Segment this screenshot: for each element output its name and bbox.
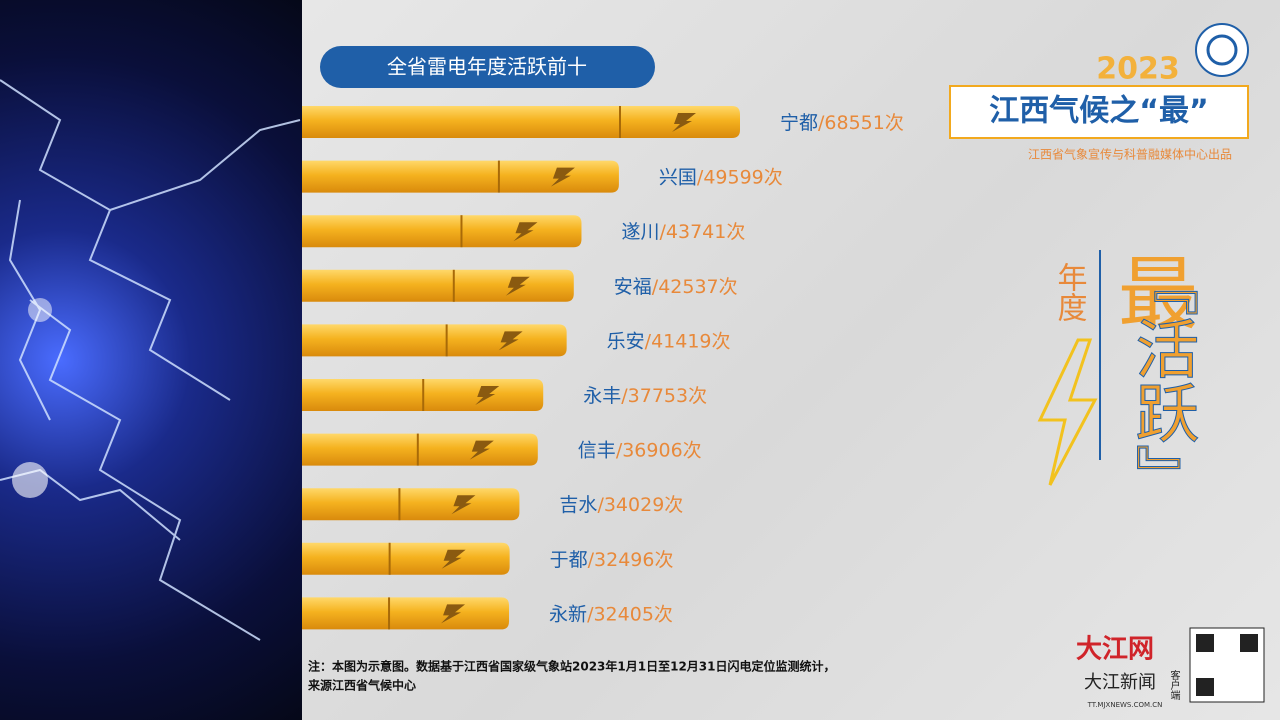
- bar-label: 乐安/41419次: [607, 330, 731, 352]
- label-separator: /: [597, 494, 604, 516]
- value-label: 42537次: [658, 275, 737, 297]
- bar: [302, 433, 538, 466]
- bar-bolt: [672, 113, 696, 132]
- bar-bolt: [441, 604, 466, 624]
- bar-label: 宁都/68551次: [780, 112, 904, 134]
- label-separator: /: [818, 112, 825, 134]
- bar-bolt: [441, 549, 466, 569]
- value-label: 37753次: [628, 385, 707, 407]
- bar-label: 于都/32496次: [550, 548, 674, 570]
- header-title: 江西气候之“最”: [989, 94, 1208, 129]
- label-separator: /: [652, 275, 659, 297]
- label-separator: /: [659, 221, 666, 243]
- bar: [302, 160, 619, 193]
- logo-swirl: [1206, 34, 1238, 66]
- qr-corner: [1196, 678, 1214, 696]
- side-active: 『活跃』: [1124, 252, 1198, 508]
- side-small: 年度: [1052, 262, 1087, 322]
- category-label: 安福: [614, 275, 652, 297]
- label-separator: /: [616, 439, 623, 461]
- year: 2023: [1096, 52, 1180, 87]
- note: 来源江西省气候中心: [307, 678, 416, 693]
- value-label: 41419次: [651, 330, 730, 352]
- value-label: 49599次: [703, 166, 782, 188]
- client: 客户端: [1168, 669, 1180, 701]
- category-label: 永新: [549, 603, 587, 625]
- bar-label: 兴国/49599次: [659, 166, 783, 188]
- bar-label: 安福/42537次: [614, 275, 738, 297]
- chart-title: 全省雷电年度活跃前十: [387, 55, 587, 79]
- category-label: 宁都: [780, 112, 818, 134]
- category-label: 乐安: [607, 330, 645, 352]
- value-label: 34029次: [604, 494, 683, 516]
- value-label: 32405次: [593, 603, 672, 625]
- bar: [302, 488, 520, 521]
- value-label: 32496次: [594, 548, 673, 570]
- category-label: 吉水: [559, 494, 597, 516]
- value-label: 68551次: [824, 112, 903, 134]
- bar-label: 吉水/34029次: [559, 494, 683, 516]
- bar-label: 遂川/43741次: [621, 221, 745, 243]
- label-separator: /: [645, 330, 652, 352]
- side-big: 最: [1118, 248, 1198, 341]
- url: TT.MJXNEWS.COM.CN: [1087, 701, 1163, 709]
- value-label: 36906次: [622, 439, 701, 461]
- bar: [302, 542, 510, 575]
- brand: 大江网: [1076, 635, 1154, 665]
- label-separator: /: [587, 603, 594, 625]
- bar-bolt: [505, 276, 530, 296]
- logo: [1195, 23, 1249, 77]
- lightning-panel: [0, 0, 302, 720]
- label-separator: /: [621, 385, 628, 407]
- title-box: [949, 85, 1249, 139]
- bar-bolt: [475, 386, 500, 405]
- category-label: 永丰: [583, 385, 621, 407]
- bar-label: 永新/32405次: [549, 603, 673, 625]
- bar: [302, 106, 740, 138]
- lightning-art: [0, 79, 301, 641]
- qr-corner: [1240, 634, 1258, 652]
- bar: [302, 269, 574, 302]
- bar-label: 永丰/37753次: [583, 385, 707, 407]
- producer: 江西省气象宣传与科普融媒体中心出品: [1028, 147, 1232, 162]
- bar-bolt: [498, 331, 523, 351]
- category-label: 信丰: [578, 439, 616, 461]
- bar: [302, 215, 582, 248]
- bar: [302, 324, 567, 357]
- title-pill: [320, 46, 655, 88]
- value-label: 43741次: [666, 221, 745, 243]
- note: 注：本图为示意图。数据基于江西省国家级气象站2023年1月1日至12月31日闪电…: [308, 659, 836, 674]
- bar-bolt: [469, 440, 494, 460]
- bar-bolt: [513, 222, 538, 242]
- bar-bolt: [451, 495, 476, 515]
- bolt: [1037, 338, 1098, 486]
- category-label: 兴国: [659, 166, 697, 188]
- bar: [302, 597, 510, 630]
- category-label: 于都: [550, 548, 588, 570]
- category-label: 遂川: [621, 221, 659, 243]
- qr-corner: [1196, 634, 1214, 652]
- bar-bolt: [550, 167, 575, 187]
- label-separator: /: [697, 166, 704, 188]
- label-separator: /: [588, 548, 595, 570]
- bar-label: 信丰/36906次: [578, 439, 702, 461]
- app: 大江新闻: [1084, 672, 1156, 693]
